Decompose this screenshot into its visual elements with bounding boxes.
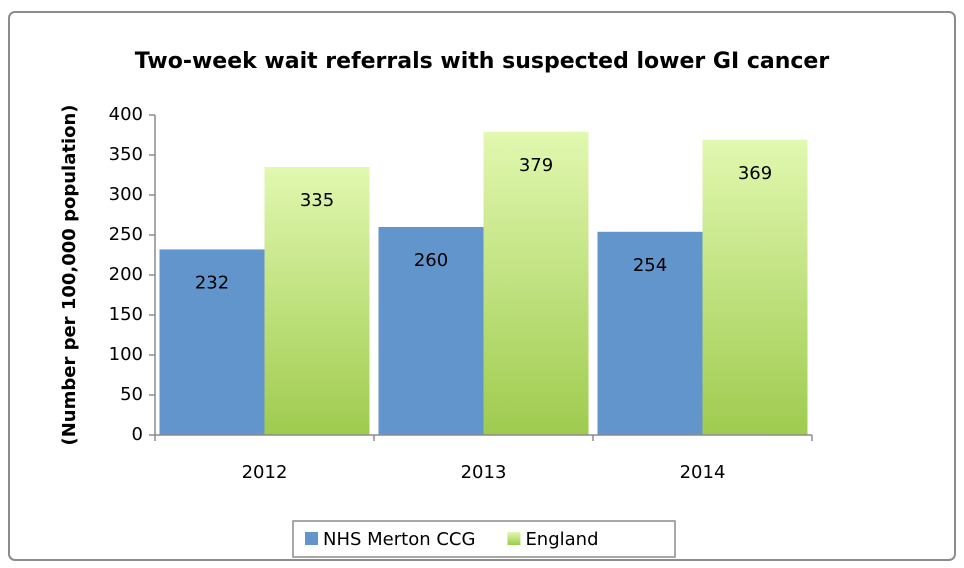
y-tick-label: 200 (109, 264, 143, 285)
x-tick-label: 2013 (461, 462, 507, 483)
y-tick-label: 100 (109, 344, 143, 365)
bar (159, 249, 265, 435)
y-tick-label: 300 (109, 184, 143, 205)
y-axis-label: (Number per 100,000 population) (59, 104, 80, 445)
bar (597, 231, 703, 435)
y-tick-label: 50 (120, 384, 143, 405)
legend-box (292, 520, 676, 558)
x-tick-label: 2014 (680, 462, 726, 483)
y-tick-label: 400 (109, 104, 143, 125)
data-label: 335 (300, 190, 334, 211)
chart-title: Two-week wait referrals with suspected l… (135, 49, 830, 74)
y-tick-label: 250 (109, 224, 143, 245)
bar (264, 167, 370, 435)
bar (378, 227, 484, 435)
y-tick-label: 350 (109, 144, 143, 165)
y-tick-label: 0 (132, 424, 143, 445)
data-label: 232 (195, 272, 229, 293)
x-tick-label: 2012 (242, 462, 288, 483)
data-label: 260 (414, 250, 448, 271)
legend-swatch (305, 532, 318, 545)
bar (483, 131, 589, 436)
legend-swatch (507, 532, 521, 545)
data-label: 379 (519, 155, 553, 176)
bar (702, 139, 808, 436)
data-label: 369 (738, 163, 772, 184)
data-label: 254 (633, 255, 667, 276)
legend-label: England (525, 529, 598, 550)
legend-label: NHS Merton CCG (323, 529, 475, 550)
y-tick-label: 150 (109, 304, 143, 325)
